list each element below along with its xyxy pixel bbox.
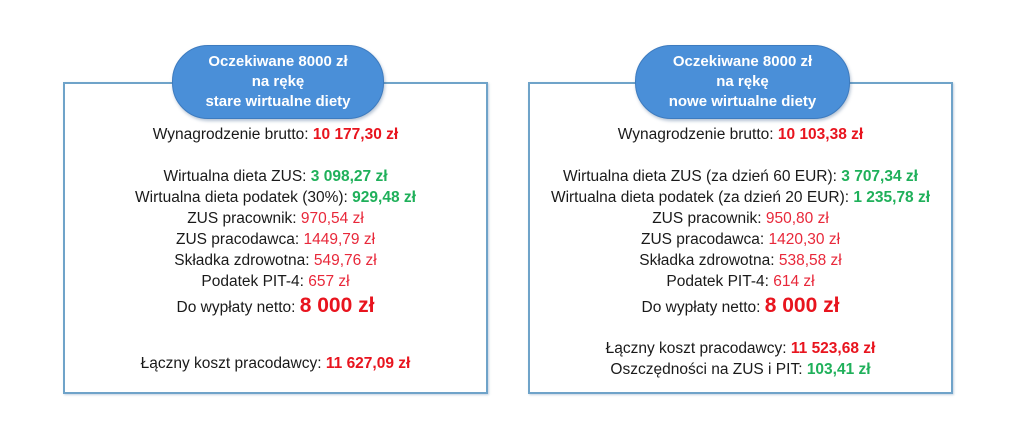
row-value: 614 zł [773, 273, 815, 290]
row-value: 3 098,27 zł [310, 168, 388, 185]
header-pill-new: Oczekiwane 8000 zł na rękę nowe wirtualn… [635, 45, 850, 119]
employer-cost-value: 11 627,09 zł [325, 355, 411, 372]
employer-cost-value: 11 523,68 zł [790, 340, 876, 357]
row-label: ZUS pracownik: [652, 210, 766, 227]
row-zus-diet: Wirtualna dieta ZUS: 3 098,27 zł [65, 166, 486, 187]
gross-salary-line: Wynagrodzenie brutto: 10 177,30 zł [65, 124, 486, 145]
row-tax-diet: Wirtualna dieta podatek (za dzień 20 EUR… [530, 187, 951, 208]
panel-old-virtual-diets: Wynagrodzenie brutto: 10 177,30 zł Wirtu… [63, 82, 488, 394]
row-value: 1420,30 zł [768, 231, 841, 248]
savings-label: Oszczędności na ZUS i PIT: [610, 361, 807, 378]
header-line: na rękę [251, 73, 305, 90]
row-value: 3 707,34 zł [841, 168, 918, 185]
net-pay-line: Do wypłaty netto: 8 000 zł [65, 292, 486, 320]
employer-cost-line: Łączny koszt pracodawcy: 11 523,68 zł [530, 338, 951, 359]
row-label: Składka zdrowotna: [174, 252, 314, 269]
row-value: 970,54 zł [300, 210, 364, 227]
row-label: ZUS pracodawca: [640, 231, 769, 248]
net-pay-value: 8 000 zł [299, 294, 375, 317]
net-pay-line: Do wypłaty netto: 8 000 zł [530, 292, 951, 320]
row-label: Podatek PIT-4: [201, 273, 309, 290]
row-zus-employer: ZUS pracodawca: 1420,30 zł [530, 229, 951, 250]
panel-content: Wynagrodzenie brutto: 10 103,38 zł Wirtu… [530, 124, 951, 380]
gross-salary-value: 10 177,30 zł [312, 126, 399, 143]
header-line: na rękę [716, 73, 769, 90]
header-line: Oczekiwane 8000 zł [208, 53, 348, 70]
gross-salary-line: Wynagrodzenie brutto: 10 103,38 zł [530, 124, 951, 145]
row-value: 1 235,78 zł [853, 189, 931, 206]
savings-value: 103,41 zł [806, 361, 871, 378]
row-value: 549,76 zł [313, 252, 377, 269]
row-label: Wirtualna dieta ZUS: [163, 168, 311, 185]
row-value: 657 zł [308, 273, 350, 290]
row-value: 1449,79 zł [303, 231, 376, 248]
row-label: Wirtualna dieta podatek (za dzień 20 EUR… [550, 189, 854, 206]
row-label: Wirtualna dieta ZUS (za dzień 60 EUR): [563, 168, 842, 185]
row-zus-employee: ZUS pracownik: 970,54 zł [65, 208, 486, 229]
row-value: 538,58 zł [778, 252, 842, 269]
row-pit4-tax: Podatek PIT-4: 614 zł [530, 271, 951, 292]
row-label: Składka zdrowotna: [639, 252, 779, 269]
savings-line: Oszczędności na ZUS i PIT: 103,41 zł [530, 359, 951, 380]
row-label: Wirtualna dieta podatek (30%): [135, 189, 353, 206]
row-value: 950,80 zł [765, 210, 829, 227]
gross-salary-label: Wynagrodzenie brutto: [617, 126, 778, 143]
row-zus-diet: Wirtualna dieta ZUS (za dzień 60 EUR): 3… [530, 166, 951, 187]
header-line: stare wirtualne diety [205, 93, 351, 110]
header-pill-old: Oczekiwane 8000 zł na rękę stare wirtual… [172, 45, 384, 119]
panel-new-virtual-diets: Wynagrodzenie brutto: 10 103,38 zł Wirtu… [528, 82, 953, 394]
row-label: ZUS pracodawca: [175, 231, 304, 248]
employer-cost-label: Łączny koszt pracodawcy: [140, 355, 326, 372]
row-health-contribution: Składka zdrowotna: 549,76 zł [65, 250, 486, 271]
employer-cost-label: Łączny koszt pracodawcy: [605, 340, 791, 357]
row-value: 929,48 zł [352, 189, 416, 206]
row-pit4-tax: Podatek PIT-4: 657 zł [65, 271, 486, 292]
panel-content: Wynagrodzenie brutto: 10 177,30 zł Wirtu… [65, 124, 486, 374]
net-pay-label: Do wypłaty netto: [176, 299, 300, 316]
row-zus-employee: ZUS pracownik: 950,80 zł [530, 208, 951, 229]
gross-salary-value: 10 103,38 zł [777, 126, 864, 143]
net-pay-label: Do wypłaty netto: [641, 299, 765, 316]
header-line: nowe wirtualne diety [668, 93, 817, 110]
row-label: ZUS pracownik: [187, 210, 301, 227]
gross-salary-label: Wynagrodzenie brutto: [152, 126, 313, 143]
net-pay-value: 8 000 zł [764, 294, 840, 317]
row-health-contribution: Składka zdrowotna: 538,58 zł [530, 250, 951, 271]
employer-cost-line: Łączny koszt pracodawcy: 11 627,09 zł [65, 353, 486, 374]
row-tax-diet: Wirtualna dieta podatek (30%): 929,48 zł [65, 187, 486, 208]
row-zus-employer: ZUS pracodawca: 1449,79 zł [65, 229, 486, 250]
row-label: Podatek PIT-4: [666, 273, 774, 290]
header-line: Oczekiwane 8000 zł [672, 53, 813, 70]
